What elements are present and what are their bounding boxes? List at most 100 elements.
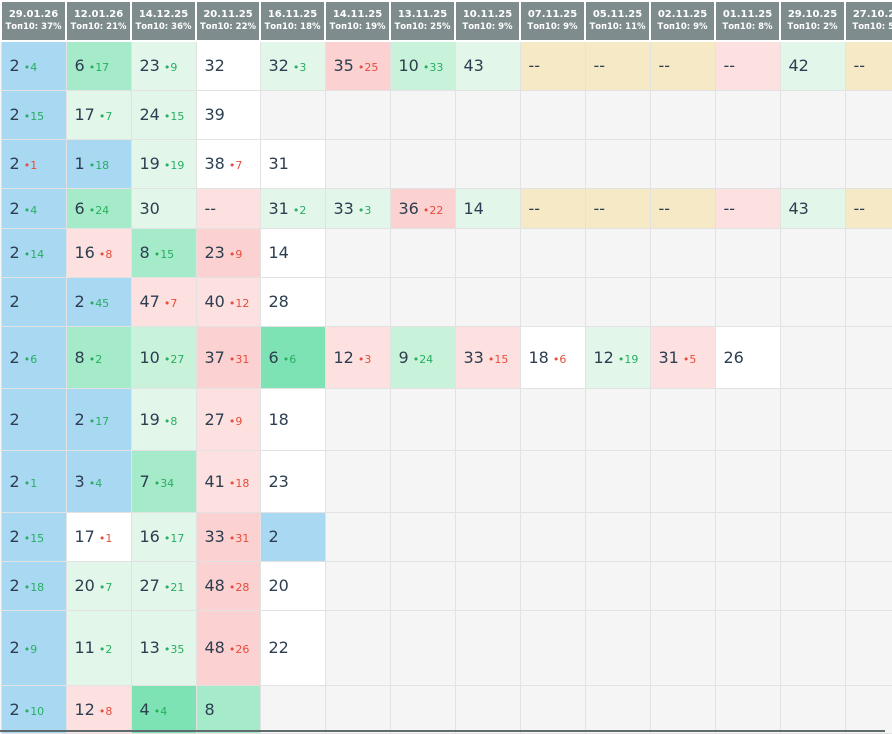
position-cell[interactable]: -- <box>519 187 586 229</box>
position-cell[interactable]: 23 •9 <box>195 227 261 278</box>
position-cell[interactable]: 3 •4 <box>65 449 132 513</box>
position-cell[interactable]: 14 <box>454 187 521 229</box>
position-cell[interactable]: 1 •18 <box>65 138 132 189</box>
position-cell[interactable]: 30 <box>130 187 197 229</box>
position-cell[interactable]: 2 •4 <box>0 187 67 229</box>
position-cell[interactable]: 20 •7 <box>65 560 132 611</box>
column-header[interactable]: 01.11.25 Топ10: 8% <box>714 0 781 42</box>
column-header[interactable]: 14.11.25 Топ10: 19% <box>324 0 391 42</box>
position-cell[interactable]: 2 •1 <box>0 449 67 513</box>
position-cell[interactable]: 2 •15 <box>0 89 67 140</box>
position-cell[interactable]: 10 •27 <box>130 325 197 389</box>
position-cell[interactable]: 40 •12 <box>195 276 261 327</box>
column-header[interactable]: 07.11.25 Топ10: 9% <box>519 0 586 42</box>
position-cell[interactable]: 18 <box>259 387 326 451</box>
position-cell[interactable]: 43 <box>779 187 846 229</box>
column-header[interactable]: 29.10.25 Топ10: 2% <box>779 0 846 42</box>
column-header[interactable]: 02.11.25 Топ10: 9% <box>649 0 716 42</box>
position-cell[interactable]: 28 <box>259 276 326 327</box>
position-cell[interactable]: 9 •24 <box>389 325 456 389</box>
position-cell[interactable]: 48 •28 <box>195 560 261 611</box>
position-cell[interactable]: 48 •26 <box>195 609 261 686</box>
position-cell[interactable]: 43 <box>454 40 521 91</box>
position-cell[interactable]: -- <box>584 40 651 91</box>
position-cell[interactable]: 2 <box>0 387 67 451</box>
position-cell[interactable]: 2 •1 <box>0 138 67 189</box>
column-header[interactable]: 27.10.25 Топ10: 5% <box>844 0 892 42</box>
position-cell[interactable]: 12 •19 <box>584 325 651 389</box>
position-cell[interactable]: 2 •10 <box>0 684 67 734</box>
position-cell[interactable]: 20 <box>259 560 326 611</box>
column-header[interactable]: 16.11.25 Топ10: 18% <box>259 0 326 42</box>
column-header[interactable]: 14.12.25 Топ10: 36% <box>130 0 197 42</box>
position-cell[interactable]: -- <box>649 40 716 91</box>
position-cell[interactable]: 33 •31 <box>195 511 261 562</box>
position-cell[interactable]: 4 •4 <box>130 684 197 734</box>
position-cell[interactable]: 12 •3 <box>324 325 391 389</box>
position-cell[interactable]: 14 <box>259 227 326 278</box>
position-cell[interactable]: 17 •7 <box>65 89 132 140</box>
position-cell[interactable]: 2 •9 <box>0 609 67 686</box>
position-cell[interactable]: 27 •9 <box>195 387 261 451</box>
position-cell[interactable]: 2 •15 <box>0 511 67 562</box>
position-cell[interactable]: 23 <box>259 449 326 513</box>
position-cell[interactable]: -- <box>844 40 892 91</box>
position-cell[interactable]: 33 •3 <box>324 187 391 229</box>
position-cell[interactable]: 2 •17 <box>65 387 132 451</box>
position-cell[interactable]: -- <box>714 40 781 91</box>
position-cell[interactable]: 18 •6 <box>519 325 586 389</box>
position-cell[interactable]: 31 •5 <box>649 325 716 389</box>
position-cell[interactable]: 7 •34 <box>130 449 197 513</box>
position-cell[interactable]: 17 •1 <box>65 511 132 562</box>
position-cell[interactable]: 12 •8 <box>65 684 132 734</box>
position-cell[interactable]: -- <box>519 40 586 91</box>
position-cell[interactable]: 27 •21 <box>130 560 197 611</box>
position-cell[interactable]: 41 •18 <box>195 449 261 513</box>
position-cell[interactable]: 6 •24 <box>65 187 132 229</box>
position-cell[interactable]: 24 •15 <box>130 89 197 140</box>
position-cell[interactable]: 36 •22 <box>389 187 456 229</box>
position-cell[interactable]: -- <box>649 187 716 229</box>
position-cell[interactable]: 2 •18 <box>0 560 67 611</box>
position-cell[interactable]: 39 <box>195 89 261 140</box>
position-cell[interactable]: 26 <box>714 325 781 389</box>
position-cell[interactable]: 31 <box>259 138 326 189</box>
position-cell[interactable]: 32 <box>195 40 261 91</box>
position-cell[interactable]: 22 <box>259 609 326 686</box>
position-cell[interactable]: 23 •9 <box>130 40 197 91</box>
position-cell[interactable]: -- <box>195 187 261 229</box>
position-cell[interactable]: 32 •3 <box>259 40 326 91</box>
position-cell[interactable]: 31 •2 <box>259 187 326 229</box>
position-cell[interactable]: 42 <box>779 40 846 91</box>
position-cell[interactable]: 2 •4 <box>0 40 67 91</box>
position-cell[interactable]: 11 •2 <box>65 609 132 686</box>
position-cell[interactable]: 19 •8 <box>130 387 197 451</box>
position-cell[interactable]: 2 •14 <box>0 227 67 278</box>
column-header[interactable]: 20.11.25 Топ10: 22% <box>195 0 261 42</box>
position-cell[interactable]: 35 •25 <box>324 40 391 91</box>
column-header[interactable]: 13.11.25 Топ10: 25% <box>389 0 456 42</box>
position-cell[interactable]: 6 •17 <box>65 40 132 91</box>
position-cell[interactable]: 47 •7 <box>130 276 197 327</box>
position-cell[interactable]: 8 •15 <box>130 227 197 278</box>
position-cell[interactable]: -- <box>714 187 781 229</box>
position-cell[interactable]: -- <box>844 187 892 229</box>
position-cell[interactable]: 2 <box>259 511 326 562</box>
position-cell[interactable]: 2 •6 <box>0 325 67 389</box>
position-cell[interactable]: 8 <box>195 684 261 734</box>
position-cell[interactable]: 2 <box>0 276 67 327</box>
position-cell[interactable]: 38 •7 <box>195 138 261 189</box>
position-cell[interactable]: 16 •17 <box>130 511 197 562</box>
column-header[interactable]: 29.01.26 Топ10: 37% <box>0 0 67 42</box>
position-cell[interactable]: 37 •31 <box>195 325 261 389</box>
column-header[interactable]: 12.01.26 Топ10: 21% <box>65 0 132 42</box>
position-cell[interactable]: 33 •15 <box>454 325 521 389</box>
position-cell[interactable]: 6 •6 <box>259 325 326 389</box>
position-cell[interactable]: 16 •8 <box>65 227 132 278</box>
column-header[interactable]: 10.11.25 Топ10: 9% <box>454 0 521 42</box>
position-cell[interactable]: 13 •35 <box>130 609 197 686</box>
position-cell[interactable]: 19 •19 <box>130 138 197 189</box>
position-cell[interactable]: 8 •2 <box>65 325 132 389</box>
position-cell[interactable]: 10 •33 <box>389 40 456 91</box>
position-cell[interactable]: -- <box>584 187 651 229</box>
